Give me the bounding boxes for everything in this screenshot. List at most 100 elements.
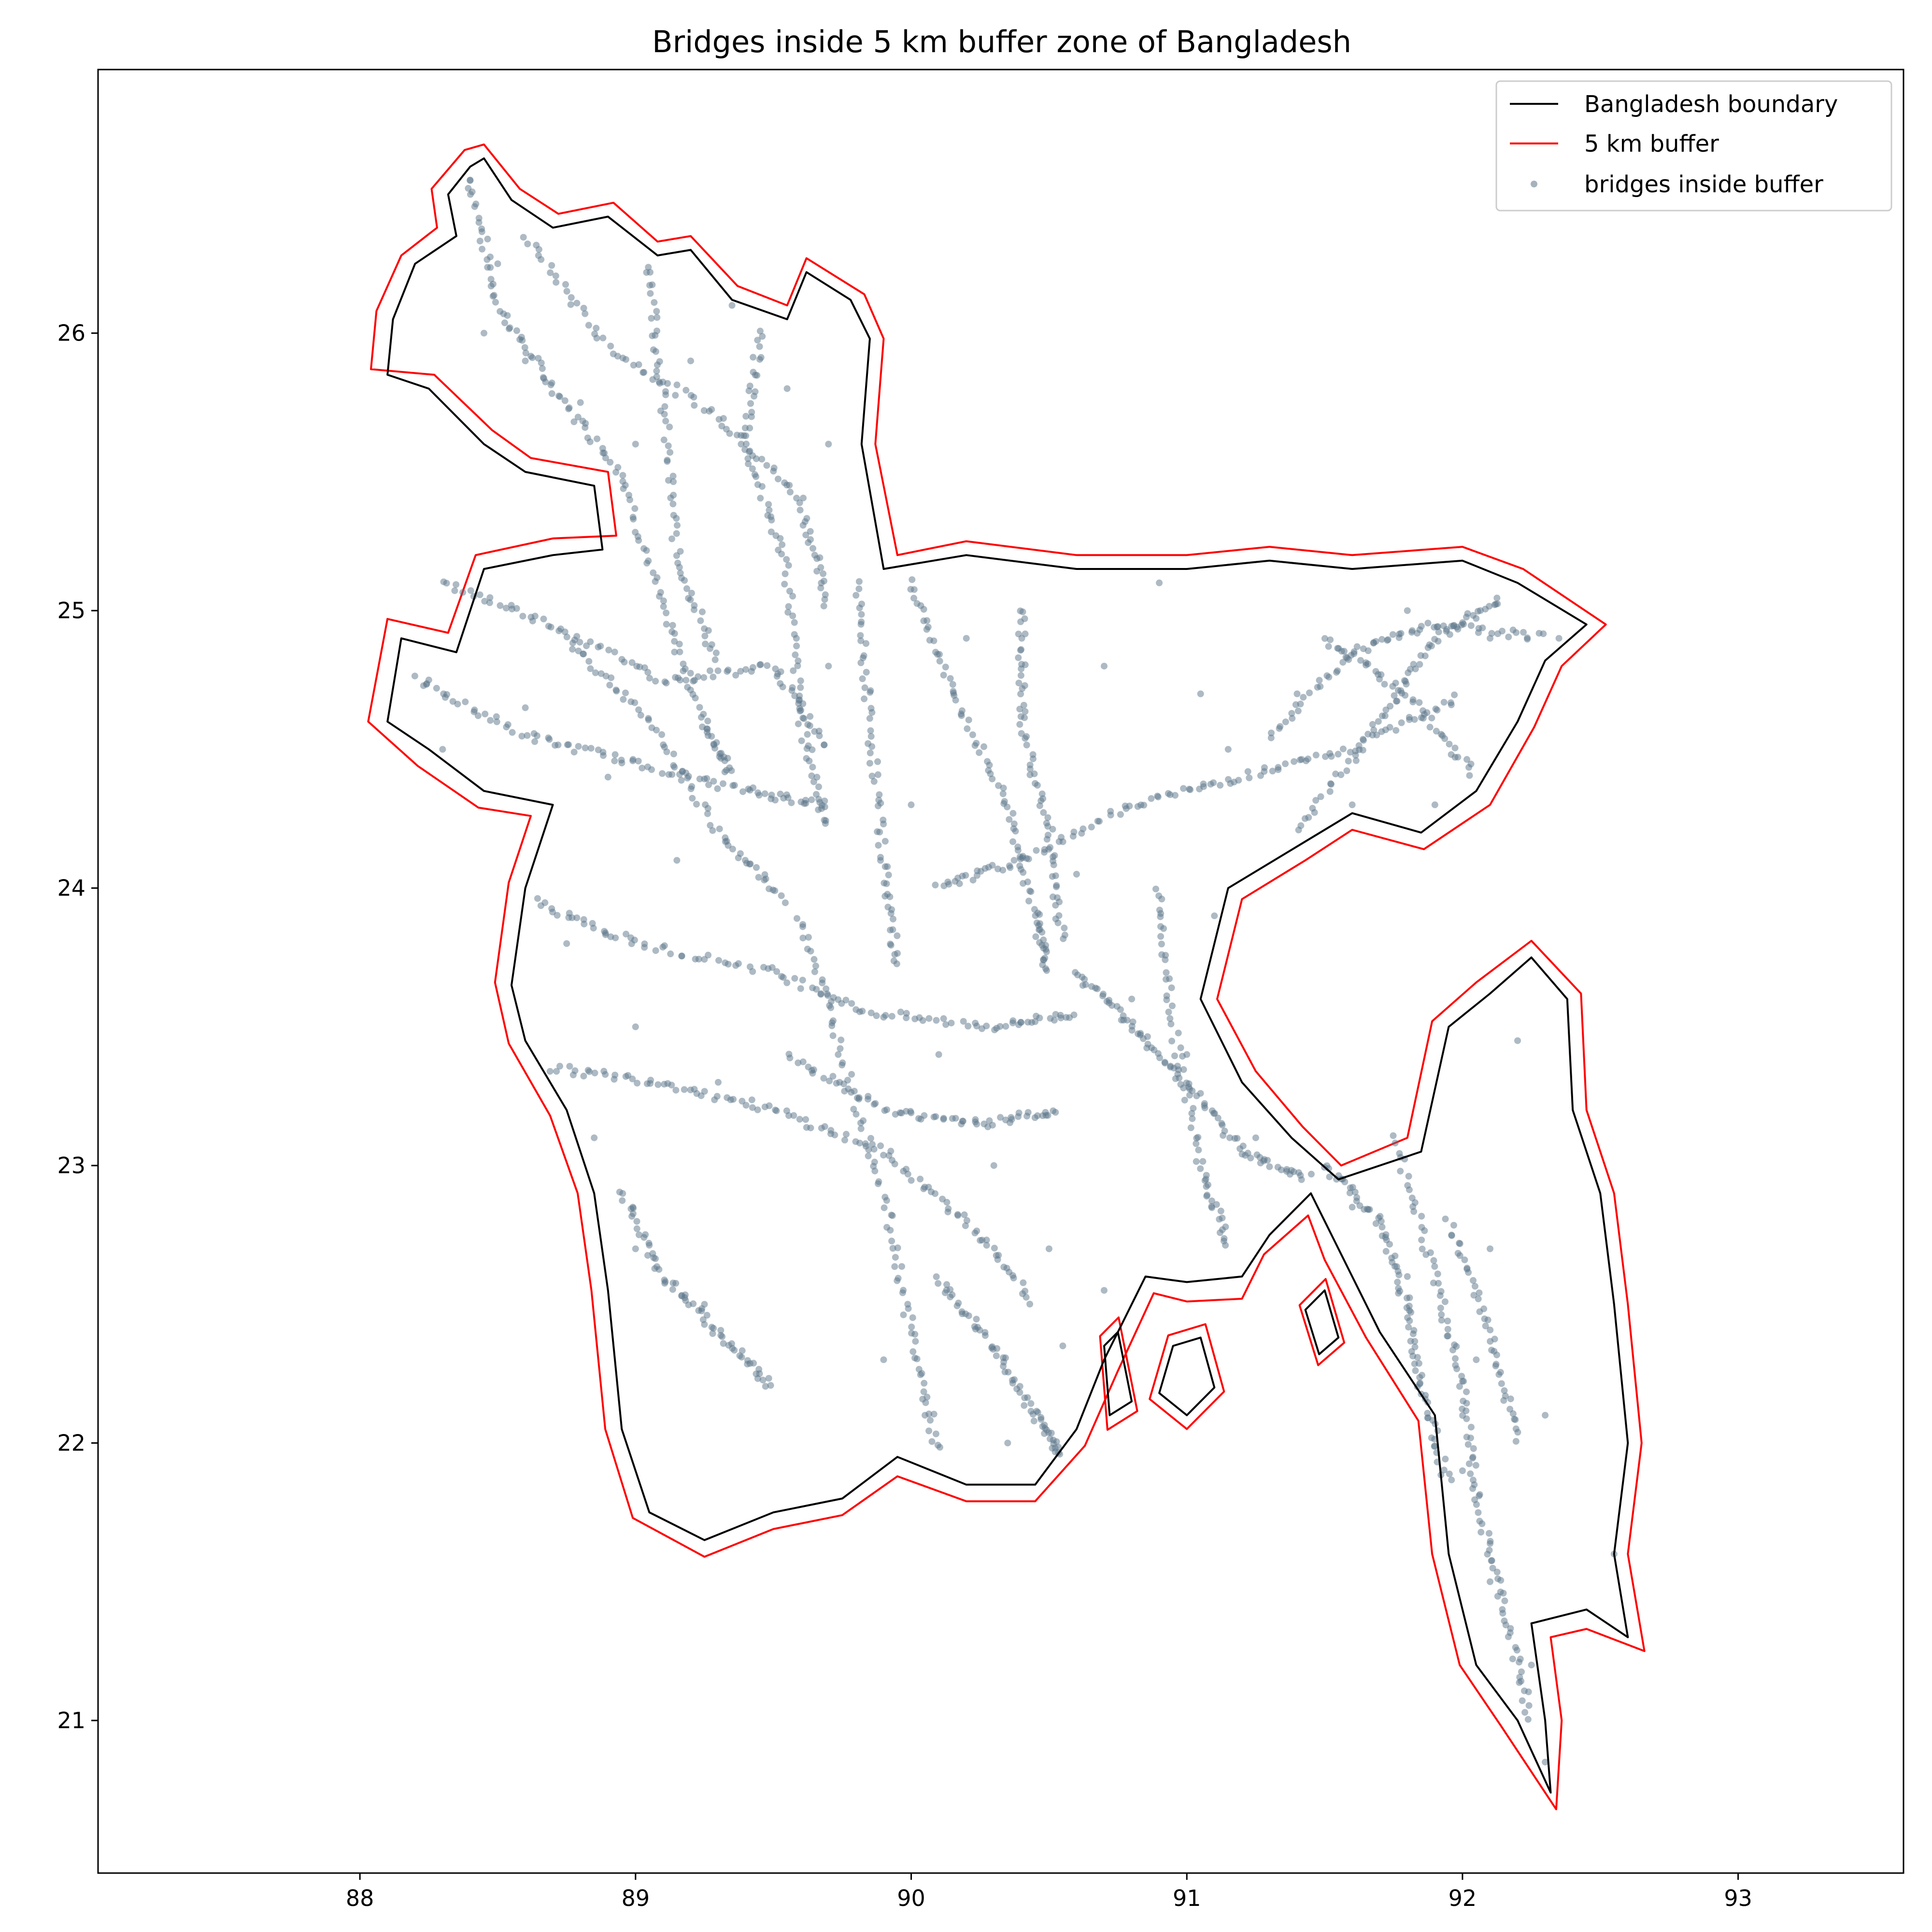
- bridge-point: [800, 495, 807, 502]
- bridge-point: [1446, 1470, 1453, 1477]
- bridge-point: [1486, 1530, 1492, 1537]
- bridge-point: [771, 887, 779, 895]
- bridge-point: [646, 282, 653, 289]
- bridge-point: [1421, 1227, 1428, 1234]
- bridge-point: [654, 1081, 662, 1088]
- bridge-point: [828, 1022, 836, 1029]
- bridge-point: [724, 842, 732, 849]
- bridge-point: [1266, 1163, 1273, 1170]
- bridge-point: [761, 790, 768, 797]
- bridge-point: [865, 1146, 872, 1153]
- bridge-point: [688, 590, 695, 597]
- bridge-point: [1177, 1044, 1184, 1051]
- bridge-point: [1312, 797, 1320, 804]
- bridge-point: [1426, 724, 1434, 731]
- bridge-point: [894, 1277, 901, 1284]
- bridge-point: [1200, 781, 1207, 787]
- bridge-point: [611, 757, 618, 765]
- bridge-point: [1424, 620, 1432, 626]
- bridge-point: [662, 391, 669, 398]
- bridge-point: [1401, 677, 1408, 684]
- bridge-point: [580, 305, 587, 312]
- bridge-point: [611, 648, 618, 655]
- bridge-point: [1017, 647, 1024, 654]
- bridge-point: [857, 637, 865, 644]
- bridge-point: [630, 1205, 637, 1212]
- bridge-point: [1044, 814, 1051, 821]
- bridge-point: [1467, 1435, 1474, 1442]
- bridge-point: [1456, 1383, 1463, 1390]
- bridge-point: [1168, 984, 1175, 992]
- bridge-point: [542, 378, 549, 385]
- bridge-point: [753, 455, 760, 462]
- bridge-point: [1016, 706, 1023, 713]
- bridge-point: [1512, 1416, 1519, 1423]
- bridge-point: [1404, 1273, 1411, 1280]
- bridge-point: [1016, 1383, 1023, 1390]
- bridge-point: [1009, 838, 1016, 845]
- bridge-point: [652, 332, 659, 339]
- bridge-point: [648, 315, 655, 322]
- bridge-point: [1216, 1216, 1223, 1223]
- bridge-point: [1018, 635, 1025, 642]
- bridge-point: [1467, 622, 1475, 629]
- bridge-point: [715, 957, 722, 964]
- bridge-point: [1492, 1363, 1499, 1369]
- bridge-point: [691, 606, 697, 613]
- bridge-point: [1325, 643, 1332, 650]
- bridge-point: [756, 356, 763, 363]
- bridge-point: [885, 871, 892, 879]
- bridge-point: [612, 934, 619, 941]
- bridge-point: [629, 1075, 636, 1082]
- bridge-point: [1337, 771, 1345, 778]
- bridge-point: [1081, 976, 1088, 983]
- bridge-point: [652, 348, 659, 355]
- bridge-point: [1345, 757, 1352, 765]
- bridge-point: [661, 678, 668, 685]
- bridge-point: [1482, 1322, 1489, 1330]
- bridge-point: [1392, 727, 1400, 734]
- bridge-point: [1386, 1241, 1393, 1248]
- bridge-point: [648, 766, 655, 773]
- bridge-point: [941, 1289, 949, 1296]
- bridge-point: [519, 612, 526, 620]
- bridge-point: [763, 462, 770, 469]
- bridge-point: [877, 857, 884, 864]
- bridge-point: [1487, 1326, 1494, 1334]
- bridge-point: [707, 822, 714, 829]
- bridge-point: [659, 378, 667, 385]
- bridge-point: [1428, 714, 1435, 722]
- bridge-point: [726, 430, 733, 437]
- bridge-point: [1373, 731, 1380, 739]
- bridge-point: [943, 1199, 951, 1206]
- bridge-point: [613, 687, 620, 695]
- bridge-point: [497, 602, 504, 609]
- bridge-point: [888, 1237, 895, 1245]
- bridge-point: [582, 744, 589, 752]
- island-outline-0: [1304, 1289, 1340, 1355]
- bridge-point: [794, 662, 801, 669]
- bridge-point: [994, 1345, 1001, 1352]
- bridge-point: [586, 1068, 593, 1075]
- bridge-point: [1392, 1139, 1399, 1147]
- bridge-point: [681, 1086, 688, 1093]
- bridge-point: [1032, 780, 1039, 787]
- bridge-point: [1052, 872, 1059, 880]
- bridge-point: [859, 1008, 866, 1015]
- bridge-point: [1016, 1389, 1023, 1396]
- bridge-point: [999, 867, 1007, 874]
- bridge-point: [1326, 788, 1334, 795]
- bridge-point: [855, 1095, 863, 1103]
- bridge-point: [667, 494, 674, 501]
- bridge-point: [643, 547, 650, 554]
- bridge-point: [703, 1312, 710, 1319]
- legend-box: [1495, 80, 1892, 212]
- bridge-point: [673, 381, 681, 388]
- bridge-point: [1053, 883, 1060, 891]
- bridge-point: [821, 797, 828, 805]
- bridge-point: [1465, 764, 1472, 771]
- bridge-point: [995, 782, 1002, 789]
- bridge-point: [606, 682, 613, 689]
- bridge-point: [820, 602, 827, 610]
- bridge-point: [678, 777, 685, 784]
